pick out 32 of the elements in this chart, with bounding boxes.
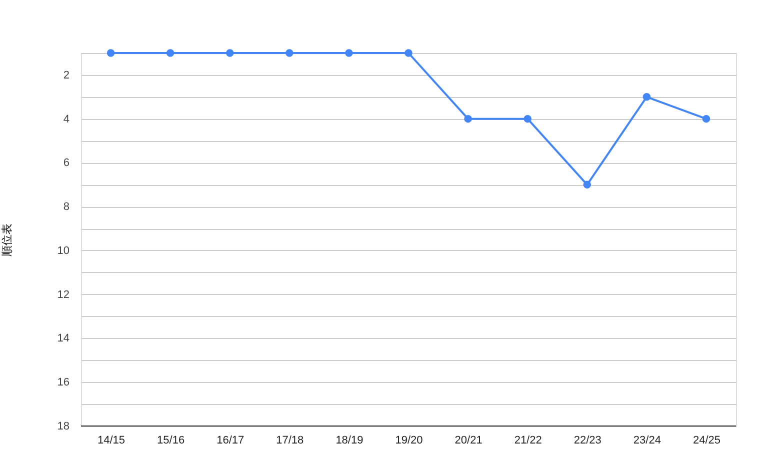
y-tick-label: 16 — [57, 376, 70, 389]
point — [583, 180, 592, 189]
y-tick-label: 2 — [63, 69, 70, 82]
x-tick-label: 20/21 — [454, 434, 482, 446]
x-tick-label: 22/23 — [574, 434, 602, 446]
point — [524, 114, 532, 123]
point — [226, 49, 234, 57]
x-tick-label: 15/16 — [157, 434, 185, 446]
point — [166, 49, 174, 57]
x-tick-label: 16/17 — [216, 434, 244, 446]
point — [702, 114, 710, 123]
y-tick-label: 10 — [57, 244, 70, 257]
point — [464, 114, 472, 123]
x-tick-label: 23/24 — [633, 434, 661, 446]
y-tick-label: 6 — [63, 157, 70, 170]
y-tick-label: 18 — [57, 420, 70, 432]
y-tick-label: 12 — [57, 288, 70, 301]
y-axis-title: 順位表 — [0, 224, 14, 256]
x-tick-label: 19/20 — [395, 434, 423, 446]
point — [106, 49, 115, 57]
x-tick-label: 17/18 — [276, 434, 304, 446]
y-tick-label: 4 — [63, 113, 70, 126]
y-tick-label: 8 — [63, 201, 70, 214]
x-tick-label: 18/19 — [336, 434, 364, 446]
x-tick-label: 14/15 — [98, 434, 126, 446]
point — [345, 49, 353, 57]
y-tick-label: 14 — [57, 332, 70, 345]
x-tick-label: 21/22 — [514, 434, 542, 446]
point — [286, 49, 294, 57]
point — [642, 93, 651, 101]
point — [404, 49, 412, 57]
x-tick-label: 24/25 — [692, 434, 720, 446]
